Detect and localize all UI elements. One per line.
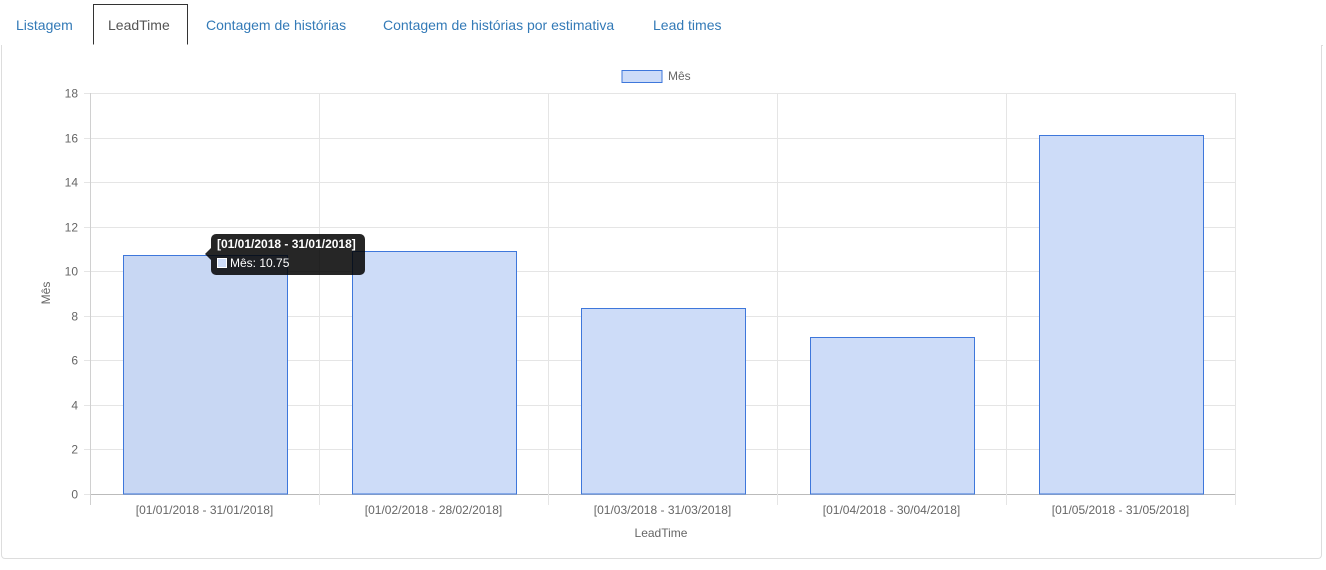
y-tick-label: 12 [65, 221, 79, 235]
x-axis-title: LeadTime [635, 526, 688, 540]
y-tick-label: 4 [71, 399, 78, 413]
y-tick-label: 10 [65, 265, 79, 279]
tooltip-title: [01/01/2018 - 31/01/2018] [217, 237, 356, 251]
y-tick-label: 6 [71, 354, 78, 368]
bar[interactable] [123, 255, 288, 495]
x-tick-label: [01/02/2018 - 28/02/2018] [365, 503, 502, 517]
bar[interactable] [352, 251, 517, 495]
tab-lead-times[interactable]: Lead times [653, 17, 722, 33]
tab-contagem-historias[interactable]: Contagem de histórias [206, 17, 347, 33]
x-tick-label: [01/05/2018 - 31/05/2018] [1052, 503, 1189, 517]
bar[interactable] [1039, 135, 1204, 495]
legend-swatch[interactable] [621, 70, 663, 83]
y-tick-label: 16 [65, 132, 79, 146]
chart-bars [123, 135, 1204, 495]
bar[interactable] [581, 308, 746, 495]
y-tick-label: 2 [71, 443, 78, 457]
bar-tooltip: [01/01/2018 - 31/01/2018] Mês: 10.75 [205, 234, 365, 275]
tooltip-swatch [217, 258, 227, 268]
chart-legend[interactable]: Mês [621, 69, 691, 83]
legend-label[interactable]: Mês [668, 69, 691, 83]
x-tick-label: [01/04/2018 - 30/04/2018] [823, 503, 960, 517]
y-tick-label: 0 [71, 488, 78, 502]
tab-listagem[interactable]: Listagem [16, 17, 73, 33]
tab-bar: Listagem LeadTime Contagem de histórias … [1, 4, 1323, 46]
chart-axes: 0 2 4 6 8 10 12 14 16 18 [01/01/2018 - 31/01/2018]… [65, 87, 1190, 518]
tab-leadtime[interactable]: LeadTime [93, 4, 188, 45]
y-tick-label: 14 [65, 176, 79, 190]
x-tick-label: [01/03/2018 - 31/03/2018] [594, 503, 731, 517]
y-axis-title: Mês [39, 282, 53, 305]
tab-contagem-historias-estimativa[interactable]: Contagem de histórias por estimativa [383, 17, 615, 33]
y-tick-label: 18 [65, 87, 79, 101]
y-tick-label: 8 [71, 310, 78, 324]
bar[interactable] [810, 337, 975, 495]
x-tick-label: [01/01/2018 - 31/01/2018] [136, 503, 273, 517]
tooltip-row: Mês: 10.75 [217, 256, 359, 270]
tooltip-value: Mês: 10.75 [230, 256, 290, 270]
